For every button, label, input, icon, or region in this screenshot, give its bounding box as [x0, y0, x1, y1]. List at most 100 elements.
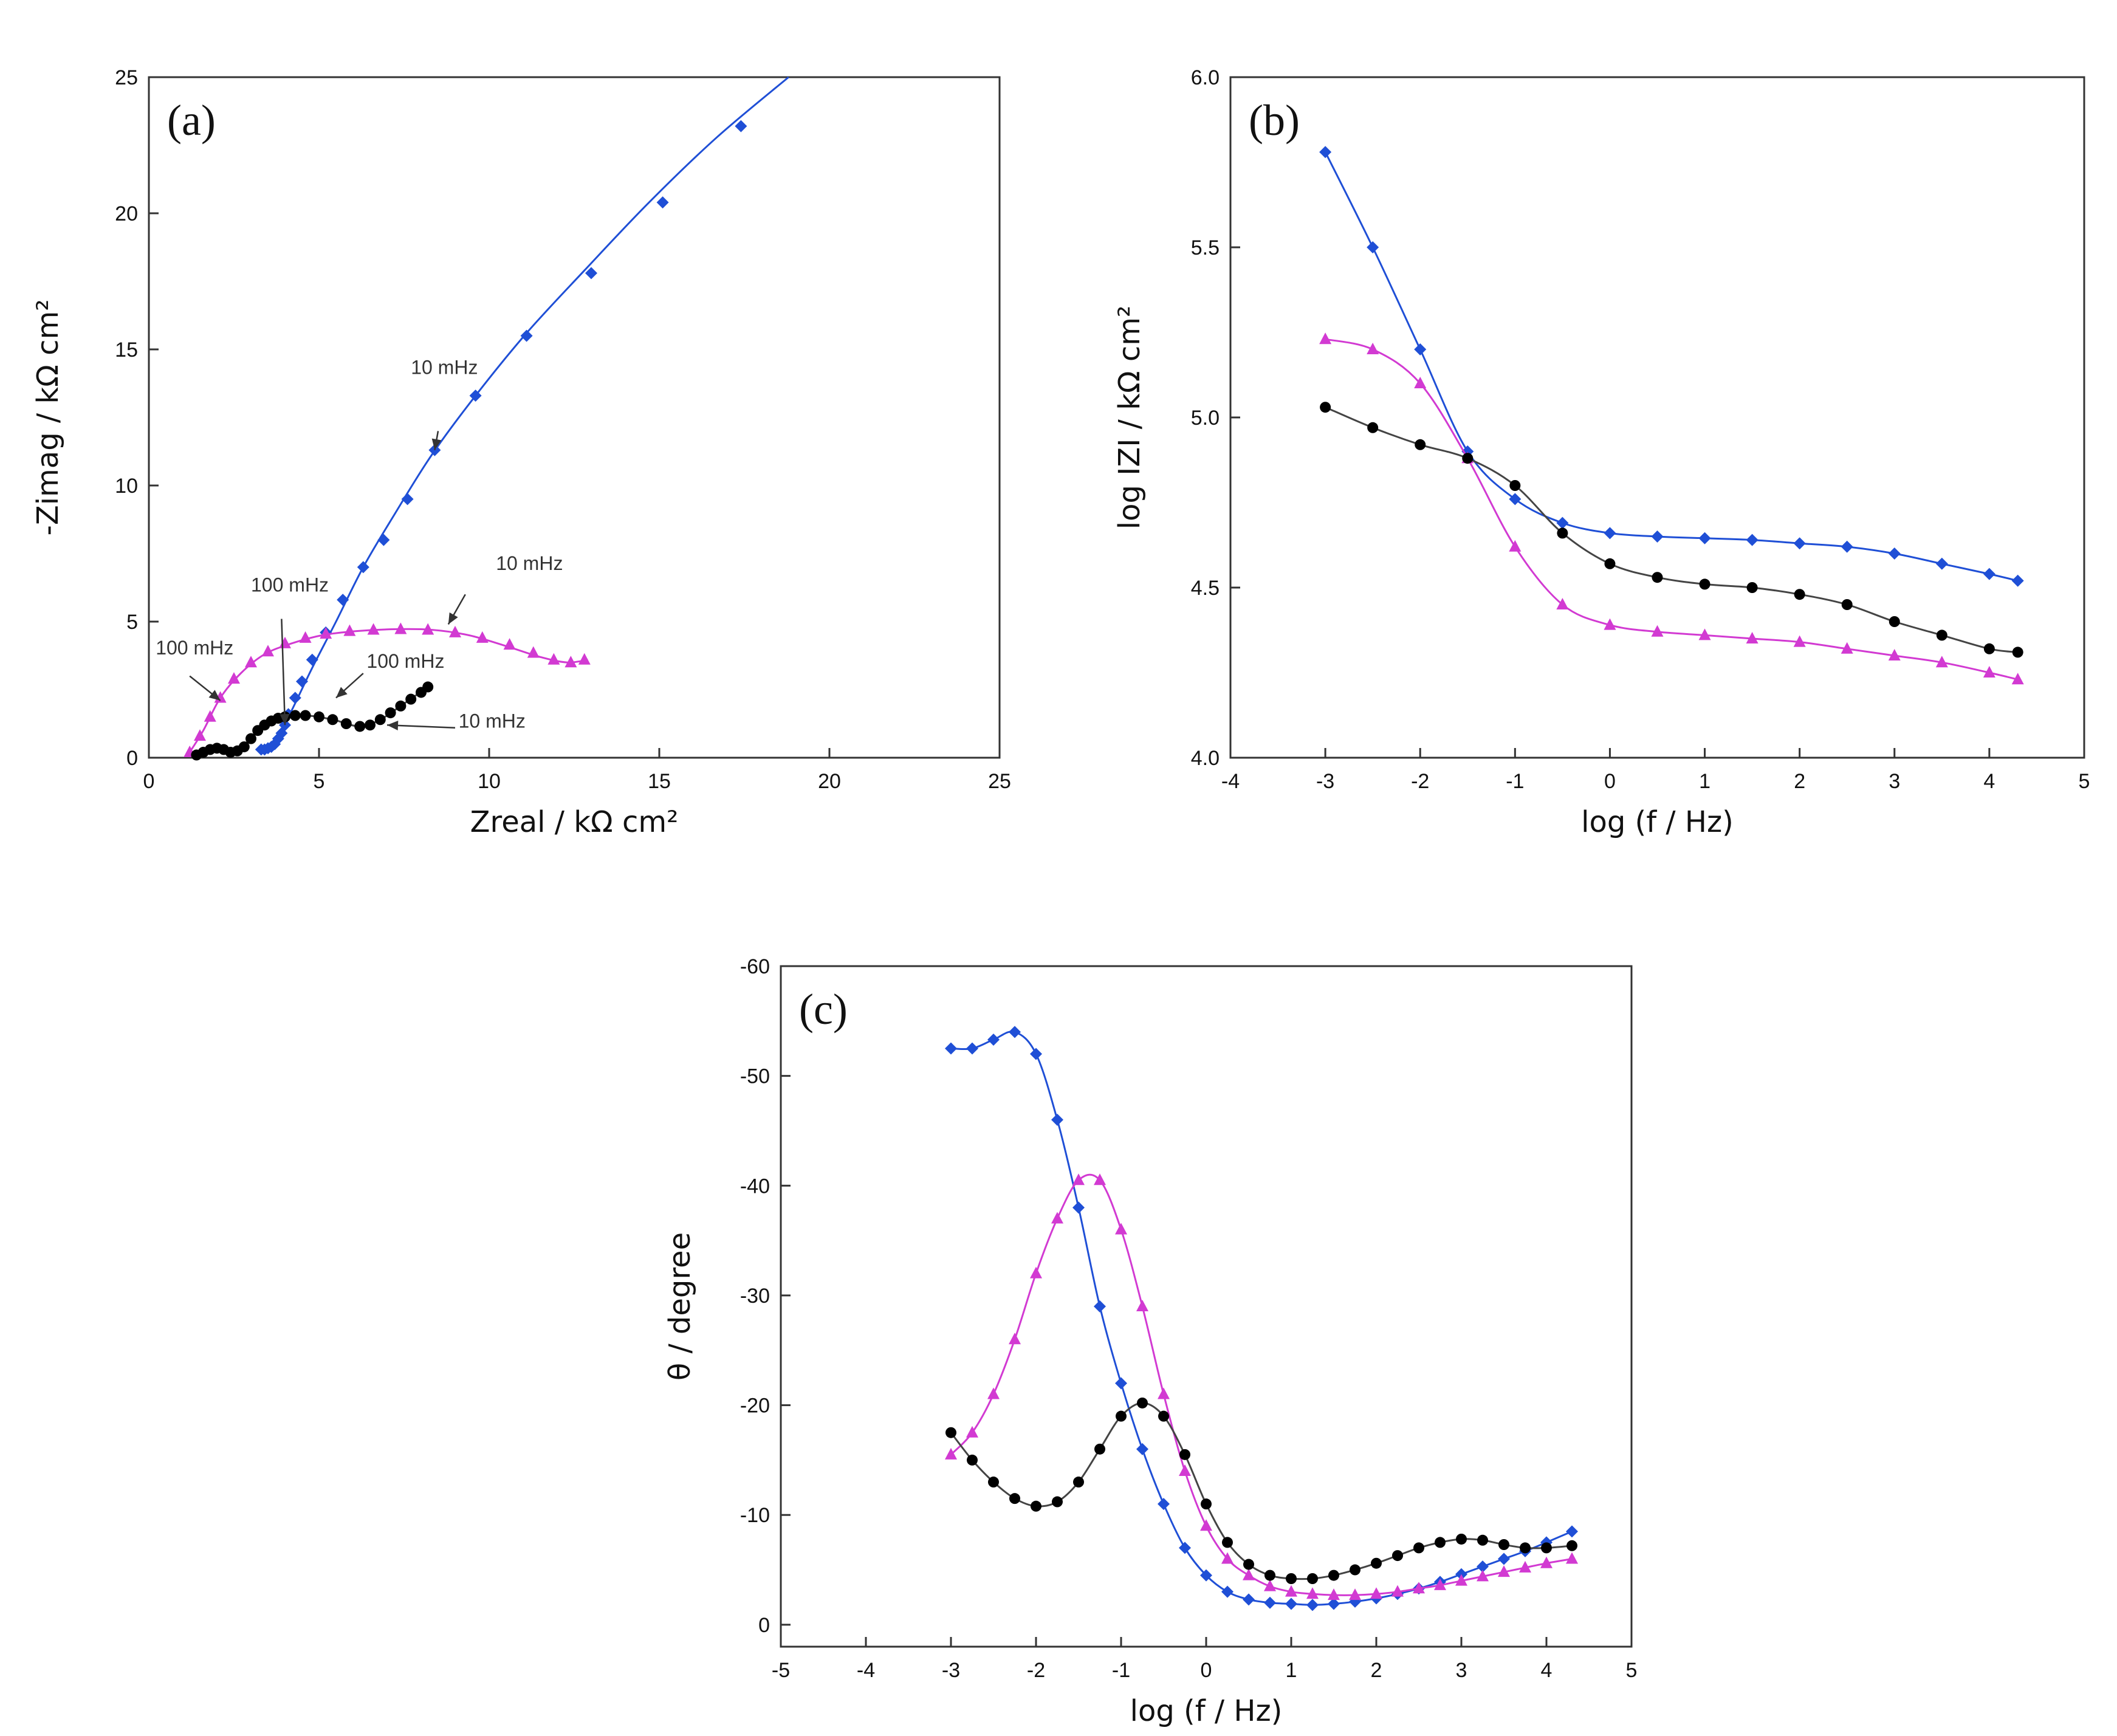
- data-point: [988, 1477, 999, 1488]
- data-point: [300, 710, 311, 721]
- data-point: [238, 741, 250, 753]
- data-point: [987, 1387, 1000, 1399]
- data-point: [1983, 568, 1995, 580]
- x-tick-label: 15: [648, 770, 671, 793]
- panel-label: (b): [1249, 96, 1300, 145]
- frequency-annotation: 100 mHz: [366, 650, 444, 672]
- data-point: [357, 561, 369, 574]
- y-tick-label: 6.0: [1191, 66, 1220, 89]
- y-tick-label: 5: [126, 611, 138, 634]
- fit-line: [1325, 338, 2019, 681]
- data-point: [1367, 422, 1379, 433]
- fit-line: [950, 1031, 1573, 1606]
- data-point: [1477, 1570, 1489, 1582]
- data-point: [1841, 540, 1853, 553]
- x-tick-label: -1: [1112, 1659, 1130, 1682]
- x-tick-label: 3: [1889, 770, 1900, 793]
- panel-label: (c): [799, 985, 848, 1034]
- data-point: [1221, 1552, 1233, 1564]
- data-point: [1158, 1387, 1170, 1399]
- data-point: [966, 1426, 978, 1438]
- data-point: [1888, 649, 1901, 660]
- data-point: [945, 1427, 956, 1438]
- series-1: [1319, 332, 2024, 685]
- fit-line: [950, 1402, 1573, 1580]
- x-tick-label: 2: [1371, 1659, 1382, 1682]
- data-point: [1392, 1550, 1403, 1562]
- data-point: [1072, 1173, 1085, 1185]
- data-point: [1651, 625, 1664, 637]
- data-point: [1841, 599, 1853, 610]
- series-1: [184, 622, 591, 758]
- data-point: [1413, 1582, 1425, 1594]
- data-point: [564, 656, 577, 668]
- annotation-arrow: [386, 724, 456, 729]
- annotation-arrowhead: [280, 713, 290, 726]
- data-point: [1094, 1443, 1105, 1455]
- data-point: [1370, 1587, 1382, 1599]
- data-point: [945, 1447, 957, 1460]
- data-point: [395, 700, 407, 712]
- y-tick-label: 10: [115, 475, 138, 498]
- data-point: [1073, 1477, 1084, 1488]
- x-tick-label: 2: [1794, 770, 1805, 793]
- data-point: [1519, 1560, 1531, 1573]
- data-point: [1462, 453, 1474, 464]
- series-0: [1319, 146, 2024, 587]
- data-point: [1541, 1542, 1552, 1554]
- data-point: [1031, 1500, 1041, 1512]
- data-point: [1158, 1498, 1170, 1511]
- data-point: [1367, 343, 1379, 354]
- data-point: [1136, 1443, 1148, 1455]
- x-tick-label: -4: [1221, 770, 1240, 793]
- data-point: [449, 625, 461, 637]
- data-point: [1030, 1048, 1042, 1060]
- data-point: [1415, 439, 1426, 450]
- data-point: [1328, 1570, 1339, 1581]
- x-tick-label: 25: [988, 770, 1011, 793]
- data-point: [1243, 1593, 1255, 1606]
- annotation-arrow: [281, 619, 286, 726]
- data-point: [354, 721, 366, 732]
- data-point: [578, 653, 591, 665]
- data-point: [1158, 1410, 1169, 1422]
- series-2: [191, 681, 434, 761]
- data-point: [1556, 598, 1569, 609]
- data-point: [1889, 616, 1900, 627]
- frequency-annotation: 10 mHz: [411, 356, 478, 378]
- data-point: [1935, 656, 1948, 668]
- data-point: [320, 627, 332, 639]
- y-tick-label: 15: [115, 338, 138, 362]
- y-tick-label: 5.5: [1191, 236, 1220, 259]
- annotation-arrowhead: [448, 612, 458, 625]
- x-tick-label: 3: [1456, 1659, 1467, 1682]
- data-point: [306, 653, 318, 666]
- y-tick-label: -40: [740, 1175, 770, 1198]
- data-point: [289, 691, 301, 704]
- data-point: [2011, 574, 2024, 587]
- series-1: [945, 1173, 1578, 1600]
- data-point: [1137, 1397, 1148, 1408]
- data-point: [1699, 578, 1710, 590]
- y-tick-label: 0: [758, 1614, 770, 1637]
- y-tick-label: -20: [740, 1395, 770, 1418]
- data-point: [422, 623, 434, 635]
- data-point: [1349, 1588, 1361, 1600]
- data-point: [1243, 1568, 1255, 1580]
- data-point: [1698, 532, 1711, 544]
- data-point: [1793, 537, 1806, 550]
- data-point: [1200, 1569, 1212, 1582]
- y-tick-label: 4.0: [1191, 747, 1220, 770]
- frequency-annotation: 10 mHz: [496, 552, 563, 574]
- data-point: [374, 714, 386, 726]
- data-point: [299, 631, 312, 643]
- data-point: [1651, 530, 1664, 543]
- y-tick-label: 0: [126, 747, 138, 770]
- data-point: [1435, 1537, 1446, 1548]
- data-point: [1652, 572, 1663, 583]
- data-point: [1455, 1574, 1467, 1586]
- data-point: [1793, 635, 1806, 647]
- y-tick-label: -30: [740, 1285, 770, 1308]
- data-point: [585, 267, 597, 280]
